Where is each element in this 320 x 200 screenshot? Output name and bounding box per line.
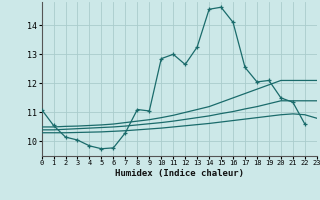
X-axis label: Humidex (Indice chaleur): Humidex (Indice chaleur): [115, 169, 244, 178]
